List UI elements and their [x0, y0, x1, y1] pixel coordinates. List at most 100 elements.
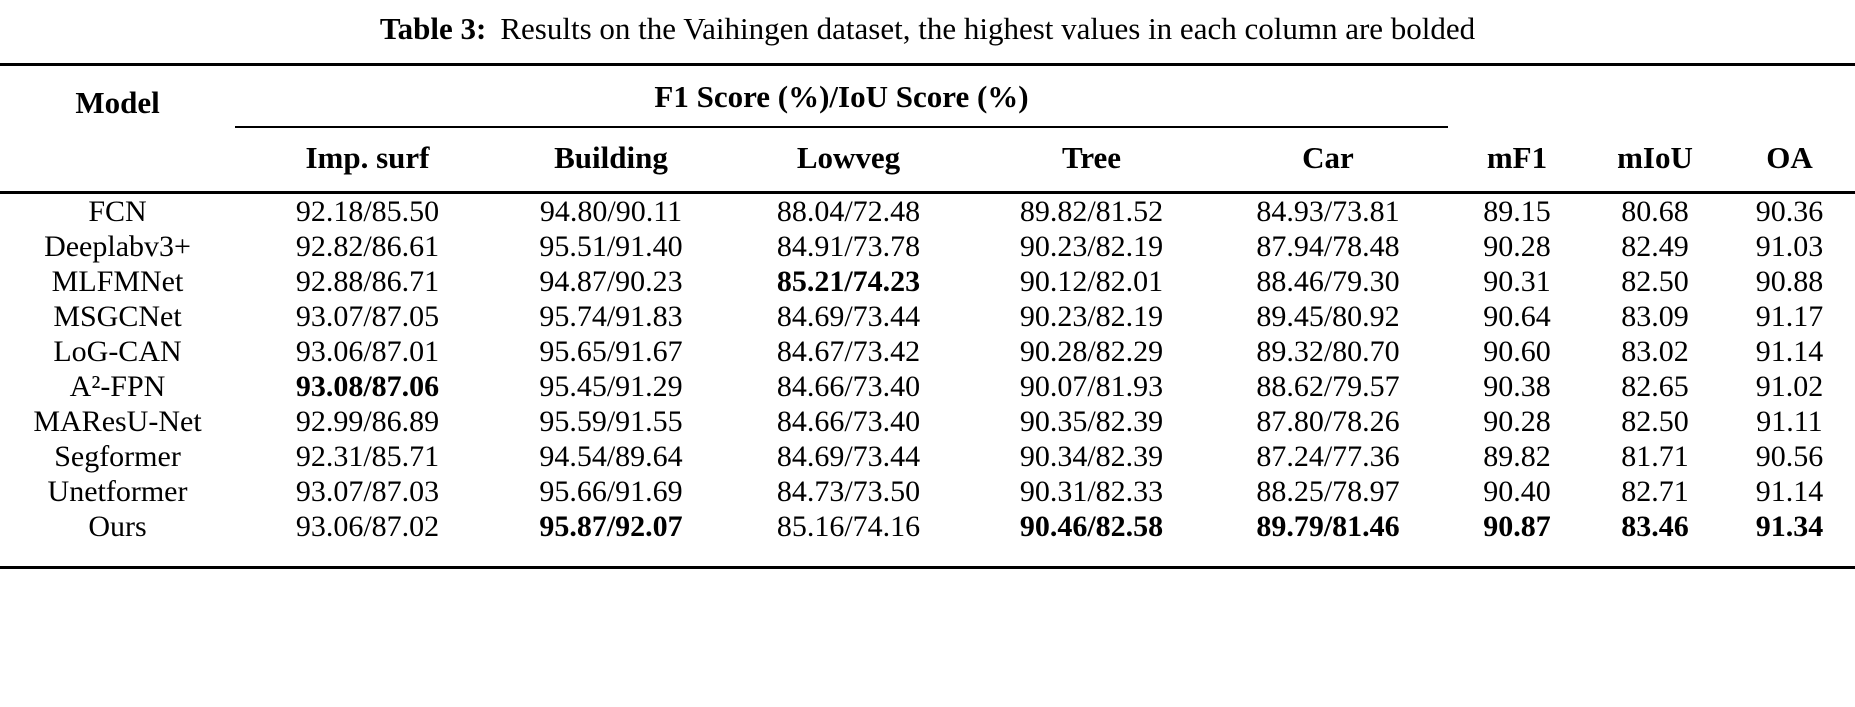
value-cell: 90.31	[1483, 265, 1551, 298]
value-cell: 91.14	[1755, 335, 1824, 368]
value-cell: 84.73/73.50	[776, 475, 921, 508]
column-header-oa: OA	[1724, 127, 1855, 194]
subheader-spacer	[0, 127, 235, 194]
value-cell: 81.71	[1621, 440, 1689, 473]
value-cell: 89.82/81.52	[1019, 195, 1164, 228]
value-cell: 84.67/73.42	[776, 335, 921, 368]
value-cell: 91.34	[1755, 510, 1824, 543]
value-cell: 82.50	[1621, 265, 1689, 298]
column-header-model: Model	[75, 85, 160, 120]
value-cell: 83.02	[1621, 335, 1689, 368]
value-cell: 90.40	[1483, 475, 1551, 508]
value-cell: 87.24/77.36	[1256, 440, 1400, 473]
value-cell: 88.04/72.48	[776, 195, 921, 228]
value-cell: 90.87	[1483, 510, 1551, 543]
value-cell: 90.12/82.01	[1019, 265, 1164, 298]
value-cell: 89.15	[1483, 195, 1551, 228]
value-cell: 87.80/78.26	[1256, 405, 1400, 438]
model-name-cell: MLFMNet	[51, 265, 184, 298]
table-row: Ours 93.06/87.02 95.87/92.07 85.16/74.16 90.…	[0, 509, 1855, 568]
model-name-cell: Ours	[88, 510, 147, 543]
value-cell: 84.91/73.78	[776, 230, 921, 263]
value-cell: 83.46	[1621, 510, 1689, 543]
value-cell: 91.14	[1755, 475, 1824, 508]
value-cell: 84.66/73.40	[776, 405, 921, 438]
value-cell: 92.31/85.71	[295, 440, 440, 473]
value-cell: 90.07/81.93	[1019, 370, 1164, 403]
value-cell: 95.87/92.07	[539, 510, 683, 543]
value-cell: 93.07/87.03	[295, 475, 440, 508]
table-row: MLFMNet 92.88/86.71 94.87/90.23 85.21/74.23…	[0, 264, 1855, 299]
column-header-imp-surf: Imp. surf	[235, 127, 500, 194]
value-cell: 85.21/74.23	[776, 265, 921, 298]
value-cell: 90.23/82.19	[1019, 230, 1164, 263]
column-header-car: Car	[1208, 127, 1448, 194]
value-cell: 83.09	[1621, 300, 1689, 333]
value-cell: 89.82	[1483, 440, 1551, 473]
value-cell: 90.88	[1755, 265, 1824, 298]
value-cell: 91.02	[1755, 370, 1824, 403]
table-row: MAResU-Net 92.99/86.89 95.59/91.55 84.66/73…	[0, 404, 1855, 439]
column-header-f1-iou-span: F1 Score (%)/IoU Score (%)	[235, 64, 1448, 128]
value-cell: 91.17	[1755, 300, 1824, 333]
value-cell: 91.03	[1755, 230, 1824, 263]
model-name-cell: LoG-CAN	[53, 335, 182, 368]
value-cell: 92.88/86.71	[295, 265, 440, 298]
value-cell: 89.32/80.70	[1256, 335, 1400, 368]
value-cell: 94.87/90.23	[539, 265, 683, 298]
table-row: A²-FPN 93.08/87.06 95.45/91.29 84.66/73.40 9…	[0, 369, 1855, 404]
value-cell: 90.23/82.19	[1019, 300, 1164, 333]
value-cell: 95.65/91.67	[539, 335, 683, 368]
value-cell: 90.46/82.58	[1019, 510, 1164, 543]
model-name-cell: MAResU-Net	[33, 405, 202, 438]
model-name-cell: A²-FPN	[69, 370, 166, 403]
value-cell: 84.69/73.44	[776, 440, 921, 473]
subheader-row: Imp. surf Building Lowveg Tree Car mF1 mIoU OA	[0, 127, 1855, 194]
table-row: FCN 92.18/85.50 94.80/90.11 88.04/72.48 89.8…	[0, 193, 1855, 230]
value-cell: 88.62/79.57	[1256, 370, 1400, 403]
table-row: LoG-CAN 93.06/87.01 95.65/91.67 84.67/73.42…	[0, 334, 1855, 369]
value-cell: 90.31/82.33	[1019, 475, 1164, 508]
value-cell: 84.66/73.40	[776, 370, 921, 403]
model-name-cell: FCN	[88, 195, 147, 228]
value-cell: 90.60	[1483, 335, 1551, 368]
value-cell: 90.28/82.29	[1019, 335, 1164, 368]
value-cell: 82.49	[1621, 230, 1689, 263]
value-cell: 90.56	[1755, 440, 1824, 473]
value-cell: 89.79/81.46	[1256, 510, 1400, 543]
value-cell: 93.06/87.01	[295, 335, 440, 368]
value-cell: 80.68	[1621, 195, 1689, 228]
value-cell: 94.80/90.11	[539, 195, 683, 228]
value-cell: 95.66/91.69	[539, 475, 683, 508]
model-name-cell: Deeplabv3+	[44, 230, 191, 263]
value-cell: 92.82/86.61	[295, 230, 440, 263]
value-cell: 90.28	[1483, 230, 1551, 263]
value-cell: 95.51/91.40	[539, 230, 683, 263]
value-cell: 84.93/73.81	[1256, 195, 1400, 228]
group-header-spacer	[1448, 65, 1855, 128]
value-cell: 82.50	[1621, 405, 1689, 438]
value-cell: 93.06/87.02	[295, 510, 440, 543]
table-row: Deeplabv3+ 92.82/86.61 95.51/91.40 84.91/73…	[0, 229, 1855, 264]
value-cell: 88.25/78.97	[1256, 475, 1400, 508]
column-header-miou: mIoU	[1586, 127, 1724, 194]
value-cell: 84.69/73.44	[776, 300, 921, 333]
model-name-cell: Segformer	[54, 440, 181, 473]
model-name-cell: Unetformer	[47, 475, 188, 508]
results-table: Model F1 Score (%)/IoU Score (%) Imp. su…	[0, 63, 1855, 569]
value-cell: 93.07/87.05	[295, 300, 440, 333]
column-header-lowveg: Lowveg	[722, 127, 975, 194]
table-caption-label: Table 3:	[379, 11, 487, 46]
value-cell: 95.59/91.55	[539, 405, 683, 438]
value-cell: 95.74/91.83	[539, 300, 683, 333]
value-cell: 89.45/80.92	[1256, 300, 1400, 333]
group-header-row: Model F1 Score (%)/IoU Score (%)	[0, 64, 1855, 128]
value-cell: 91.11	[1756, 405, 1823, 438]
table-row: Unetformer 93.07/87.03 95.66/91.69 84.73/73…	[0, 474, 1855, 509]
value-cell: 90.64	[1483, 300, 1551, 333]
column-header-mf1: mF1	[1448, 127, 1586, 194]
value-cell: 93.08/87.06	[295, 370, 440, 403]
value-cell: 90.34/82.39	[1019, 440, 1164, 473]
value-cell: 85.16/74.16	[776, 510, 921, 543]
